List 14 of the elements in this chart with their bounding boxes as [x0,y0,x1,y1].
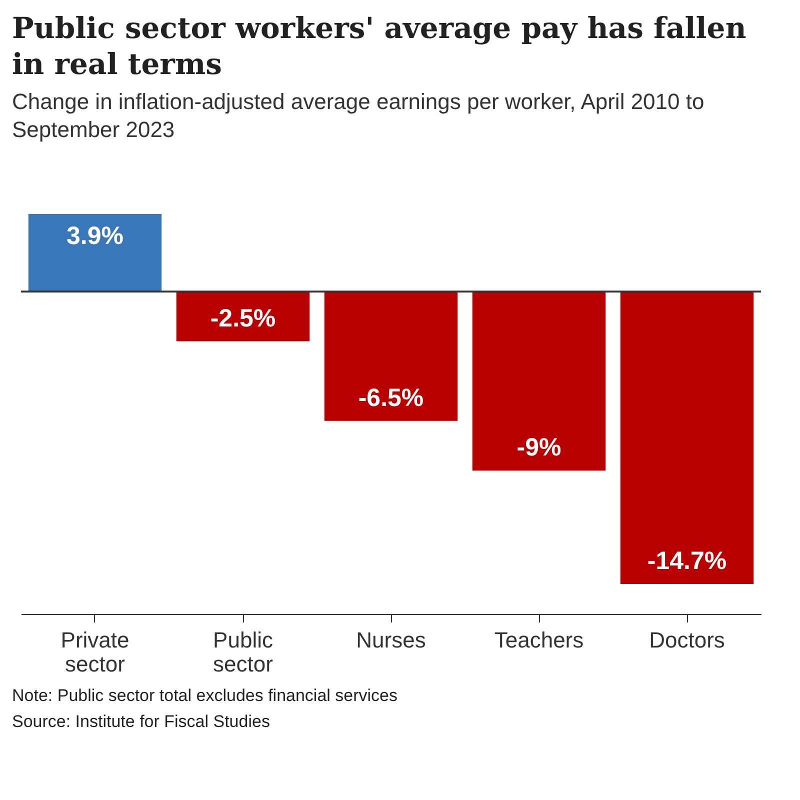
data-label: -2.5% [210,304,276,332]
chart-subtitle: Change in inflation-adjusted average earnings per worker, April 2010 to September 2023 [12,88,706,144]
x-tick-label: Private sector [60,628,130,676]
x-tick-label: Nurses [356,628,426,652]
data-label: -14.7% [647,547,727,575]
data-label: -9% [516,434,562,462]
source-note: Source: Institute for Fiscal Studies [12,712,271,732]
x-tick-label: Public sector [213,628,273,676]
data-label: -6.5% [358,384,424,412]
data-label: 3.9% [66,222,124,250]
x-tick-label: Doctors [649,628,725,652]
text: Note: Public sector total excludes financial services [12,686,399,706]
x-tick-label: Teachers [494,628,584,652]
chart-title: Public sector workers' average pay has fallen in real terms [12,10,748,82]
